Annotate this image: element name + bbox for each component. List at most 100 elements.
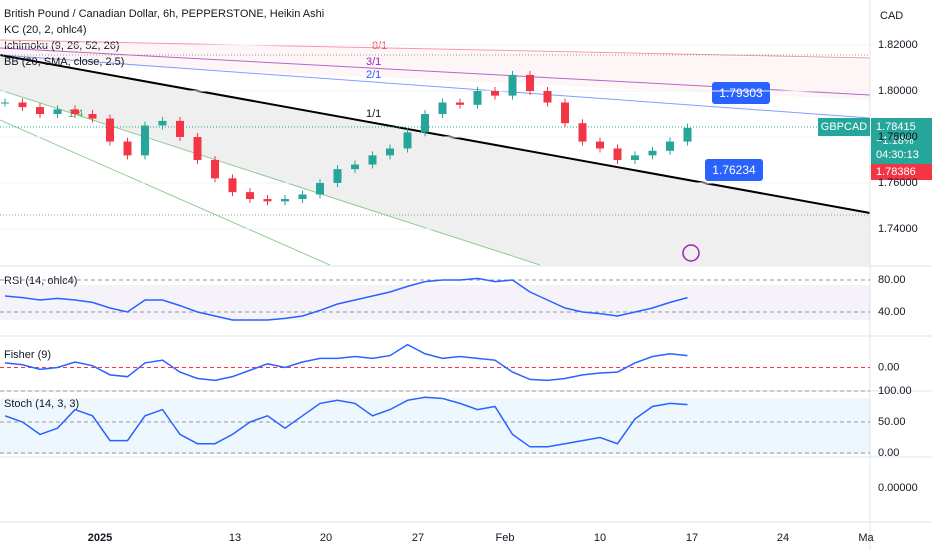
fib-band [0,40,870,100]
rsi-band [0,285,870,320]
fib-fan-area [0,55,870,265]
y-tick-label: 100.00 [878,385,912,397]
indicator-line [4,343,688,382]
y-tick-label: 1.82000 [878,39,918,51]
candle [1,102,9,104]
fib-line [0,89,541,266]
candle [333,169,342,183]
fib-label: 8/1 [372,40,387,52]
candle [403,132,412,149]
candle [316,182,324,195]
candle [351,164,359,170]
candle [211,159,219,179]
indicator-legend[interactable]: BB (20, SMA, close, 2.5) [4,56,124,68]
fib-label: 3/1 [366,56,381,68]
currency: CAD [880,10,903,22]
candle [438,102,447,114]
candle [88,113,97,119]
y-tick-label: 50.00 [878,416,906,428]
x-tick-label: 17 [686,532,698,544]
candle [578,123,587,142]
pane-title: Fisher (9) [4,349,51,361]
x-tick-label: 27 [412,532,424,544]
candle [561,102,569,124]
candle [71,109,79,114]
fib-label: 2/1 [366,69,381,81]
price-tag [705,159,763,181]
candle [298,194,307,200]
last-price: 1.78415 [876,121,916,133]
x-tick-label: Ma [858,532,874,544]
countdown: 04:30:13 [876,149,919,161]
price-tag [712,82,770,104]
fib-line [0,119,331,266]
y-tick-label: 1.76000 [878,177,918,189]
candle [508,74,517,96]
x-tick-label: 13 [229,532,241,544]
x-tick-label: 2025 [88,532,112,544]
candle [228,178,237,193]
candle [176,120,184,137]
trend-line [0,54,871,214]
candle [613,148,622,160]
pane-title: RSI (14, ohlc4) [4,275,77,287]
x-tick-label: Feb [496,532,515,544]
candle [683,127,692,142]
stoch-band [0,398,870,454]
candle [263,199,272,202]
candle [596,141,604,149]
quote-box [871,118,932,164]
price-tag-text: 1.76234 [712,163,756,177]
candle [631,155,639,160]
y-tick-label: 1.78000 [878,131,918,143]
event-icon[interactable] [682,244,700,262]
candle [193,136,202,160]
fib-label: 1/1 [366,108,381,120]
candle [421,113,429,133]
candle [53,109,62,114]
y-tick-label: 1.80000 [878,85,918,97]
indicator-legend[interactable]: KC (20, 2, ohlc4) [4,24,87,36]
fib-line [0,39,871,59]
candle [123,141,132,156]
symbol: GBPCAD [821,121,868,133]
candle [526,74,534,92]
candle [648,150,657,156]
price-tag-text: 1.79303 [719,86,763,100]
candle [281,199,289,202]
change: −1.18% [876,135,914,147]
candle [473,91,482,105]
candle [106,118,114,142]
y-tick-label: 1.74000 [878,223,918,235]
chart-title: British Pound / Canadian Dollar, 6h, PEP… [4,8,324,20]
indicator-line [4,396,688,448]
y-tick-label: 80.00 [878,274,906,286]
bid-box [871,164,932,180]
candle [141,125,149,156]
bid: 1.78386 [876,166,916,178]
x-tick-label: 24 [777,532,789,544]
indicator-legend[interactable]: Ichimoku (9, 26, 52, 26) [4,40,120,52]
x-tick-label: 20 [320,532,332,544]
symbol-tag [818,118,870,136]
pane-title: Stoch (14, 3, 3) [4,398,79,410]
candle [491,91,499,96]
y-tick-label: 0.00 [878,447,899,459]
candle [158,120,167,126]
candle [36,107,44,114]
candle [368,155,377,165]
candle [386,148,394,156]
candle [543,91,552,103]
x-tick-label: 10 [594,532,606,544]
y-tick-label: 40.00 [878,306,906,318]
candle [18,102,27,108]
fib-line [0,54,871,119]
y-tick-label: 0.00 [878,361,899,373]
candle [666,141,674,151]
y-tick-label: 0.00000 [878,482,918,494]
indicator-line [4,277,688,321]
candle [456,102,464,105]
candle [246,192,254,200]
